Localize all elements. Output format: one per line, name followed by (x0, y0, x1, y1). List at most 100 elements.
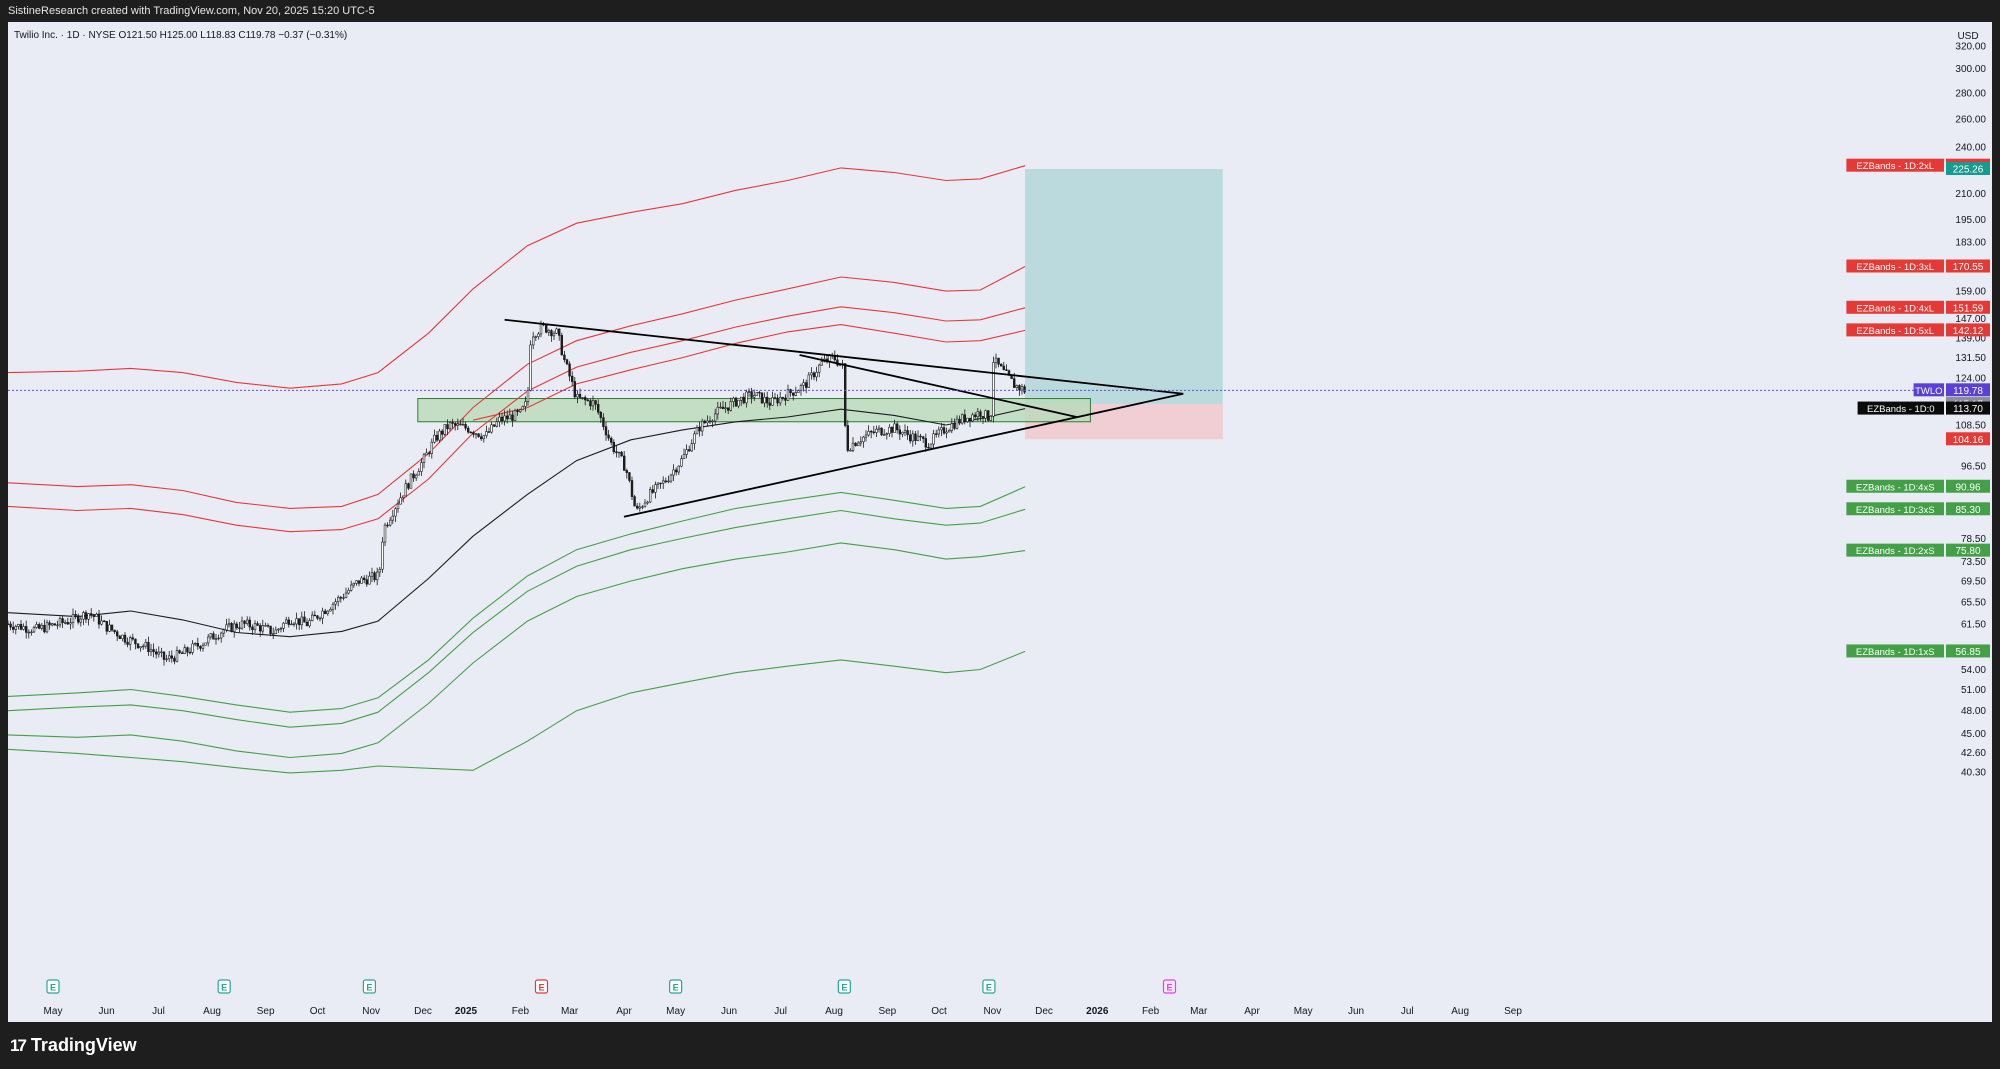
y-tick-label: 73.50 (1961, 557, 1986, 568)
x-tick-label: Jul (774, 1006, 787, 1017)
candle-body (885, 433, 889, 435)
y-tick-label: 54.00 (1961, 665, 1986, 676)
candle-body (427, 452, 431, 454)
price-label-value-bg (1946, 162, 1990, 176)
y-tick-label: 65.50 (1961, 597, 1986, 608)
candle-body (388, 519, 392, 526)
candle-body (160, 651, 163, 653)
candle-body (815, 371, 818, 378)
candle-body (142, 645, 145, 648)
y-tick-label: 183.00 (1955, 237, 1986, 248)
candle-body (843, 363, 847, 426)
candle-body (846, 425, 850, 451)
candle-body (565, 359, 569, 365)
y-tick-label: 260.00 (1955, 114, 1986, 125)
candle-body (500, 416, 504, 422)
band-line (7, 266, 1026, 509)
earnings-icon[interactable] (362, 979, 377, 994)
earnings-icon[interactable] (837, 979, 851, 994)
candle-body (875, 428, 878, 433)
candle-body (87, 613, 90, 620)
candle-body (425, 452, 428, 456)
target-zone[interactable] (1025, 169, 1223, 405)
earnings-icon[interactable] (982, 979, 996, 994)
candle-body (297, 618, 301, 626)
price-label-value-bg (1946, 502, 1990, 516)
symbol-legend: Twilio Inc. · 1D · NYSE O121.50 H125.00 … (14, 30, 347, 41)
candle-body (92, 614, 96, 617)
earnings-icon[interactable] (46, 979, 60, 994)
candle-body (622, 455, 626, 471)
price-label-name: EZBands - 1D:4xL (1856, 303, 1934, 314)
candle-body (422, 454, 426, 463)
candle-body (1002, 365, 1006, 370)
earnings-icon[interactable] (669, 979, 683, 994)
candle-body (110, 624, 114, 631)
candle-body (511, 414, 514, 421)
trendline[interactable] (504, 318, 1184, 395)
candle-body (420, 462, 423, 472)
candle-body (505, 415, 509, 420)
candle-body (997, 357, 1000, 365)
candle-body (864, 434, 868, 438)
candle-body (539, 323, 543, 335)
y-tick-label: 78.50 (1961, 534, 1986, 545)
candle-body (188, 651, 192, 654)
candle-body (820, 361, 824, 366)
candle-body (336, 597, 340, 602)
candle-body (482, 435, 485, 440)
trendline[interactable] (623, 392, 1184, 518)
candle-body (430, 441, 433, 454)
candle-body (898, 429, 902, 435)
candle-body (911, 433, 915, 442)
candle-body (339, 597, 342, 599)
candle-body (368, 575, 371, 585)
candle-body (347, 590, 350, 594)
candle-body (934, 433, 938, 435)
candle-body (77, 615, 80, 623)
candle-body (414, 474, 418, 479)
price-chart[interactable]: E E E E E E E E May Jun Jul Aug Sep Oct Nov Dec 2025 Feb… (6, 22, 1992, 1022)
candle-body (576, 393, 579, 398)
candle-body (378, 568, 381, 573)
candle-body (459, 423, 462, 426)
candle-body (617, 451, 621, 454)
candle-body (318, 617, 322, 620)
chart-area[interactable]: E E E E E E E E May Jun Jul Aug Sep Oct Nov Dec 2025 Feb… (6, 22, 1992, 1022)
candle-body (246, 619, 249, 624)
candle-body (672, 469, 675, 476)
y-tick-label: 51.00 (1961, 685, 1986, 696)
candle-body (656, 482, 660, 485)
x-tick-label: Apr (1244, 1006, 1260, 1017)
price-label-value: 170.55 (1953, 262, 1984, 273)
candle-body (313, 614, 316, 617)
earnings-icon[interactable] (217, 979, 231, 994)
earnings-icon[interactable] (534, 979, 549, 994)
candle-body (643, 502, 647, 508)
earnings-icon[interactable] (1162, 979, 1177, 994)
candle-body (225, 624, 228, 631)
candle-body (682, 454, 686, 459)
currency-label[interactable]: USD (1957, 31, 1978, 42)
candle-body (214, 638, 218, 640)
candle-body (207, 636, 210, 644)
x-tick-label: 2025 (455, 1006, 478, 1017)
earnings-glyph: E (50, 983, 56, 993)
tradingview-logo[interactable]: 17 TradingView (10, 1035, 137, 1056)
candle-body (529, 344, 532, 391)
candle-body (383, 524, 387, 543)
trendline[interactable] (799, 354, 1077, 418)
candle-body (149, 649, 153, 652)
x-tick-label: Jun (1348, 1006, 1364, 1017)
y-tick-label: 147.00 (1955, 314, 1986, 325)
candle-body (960, 414, 964, 424)
candle-body (802, 382, 805, 386)
candle-body (778, 397, 782, 404)
candle-body (433, 434, 436, 443)
candle-body (703, 420, 707, 424)
candle-body (27, 631, 30, 634)
y-tick-label: 300.00 (1955, 64, 1986, 75)
candle-body (357, 580, 361, 584)
x-tick-label: Nov (362, 1006, 380, 1017)
candle-body (698, 427, 701, 432)
